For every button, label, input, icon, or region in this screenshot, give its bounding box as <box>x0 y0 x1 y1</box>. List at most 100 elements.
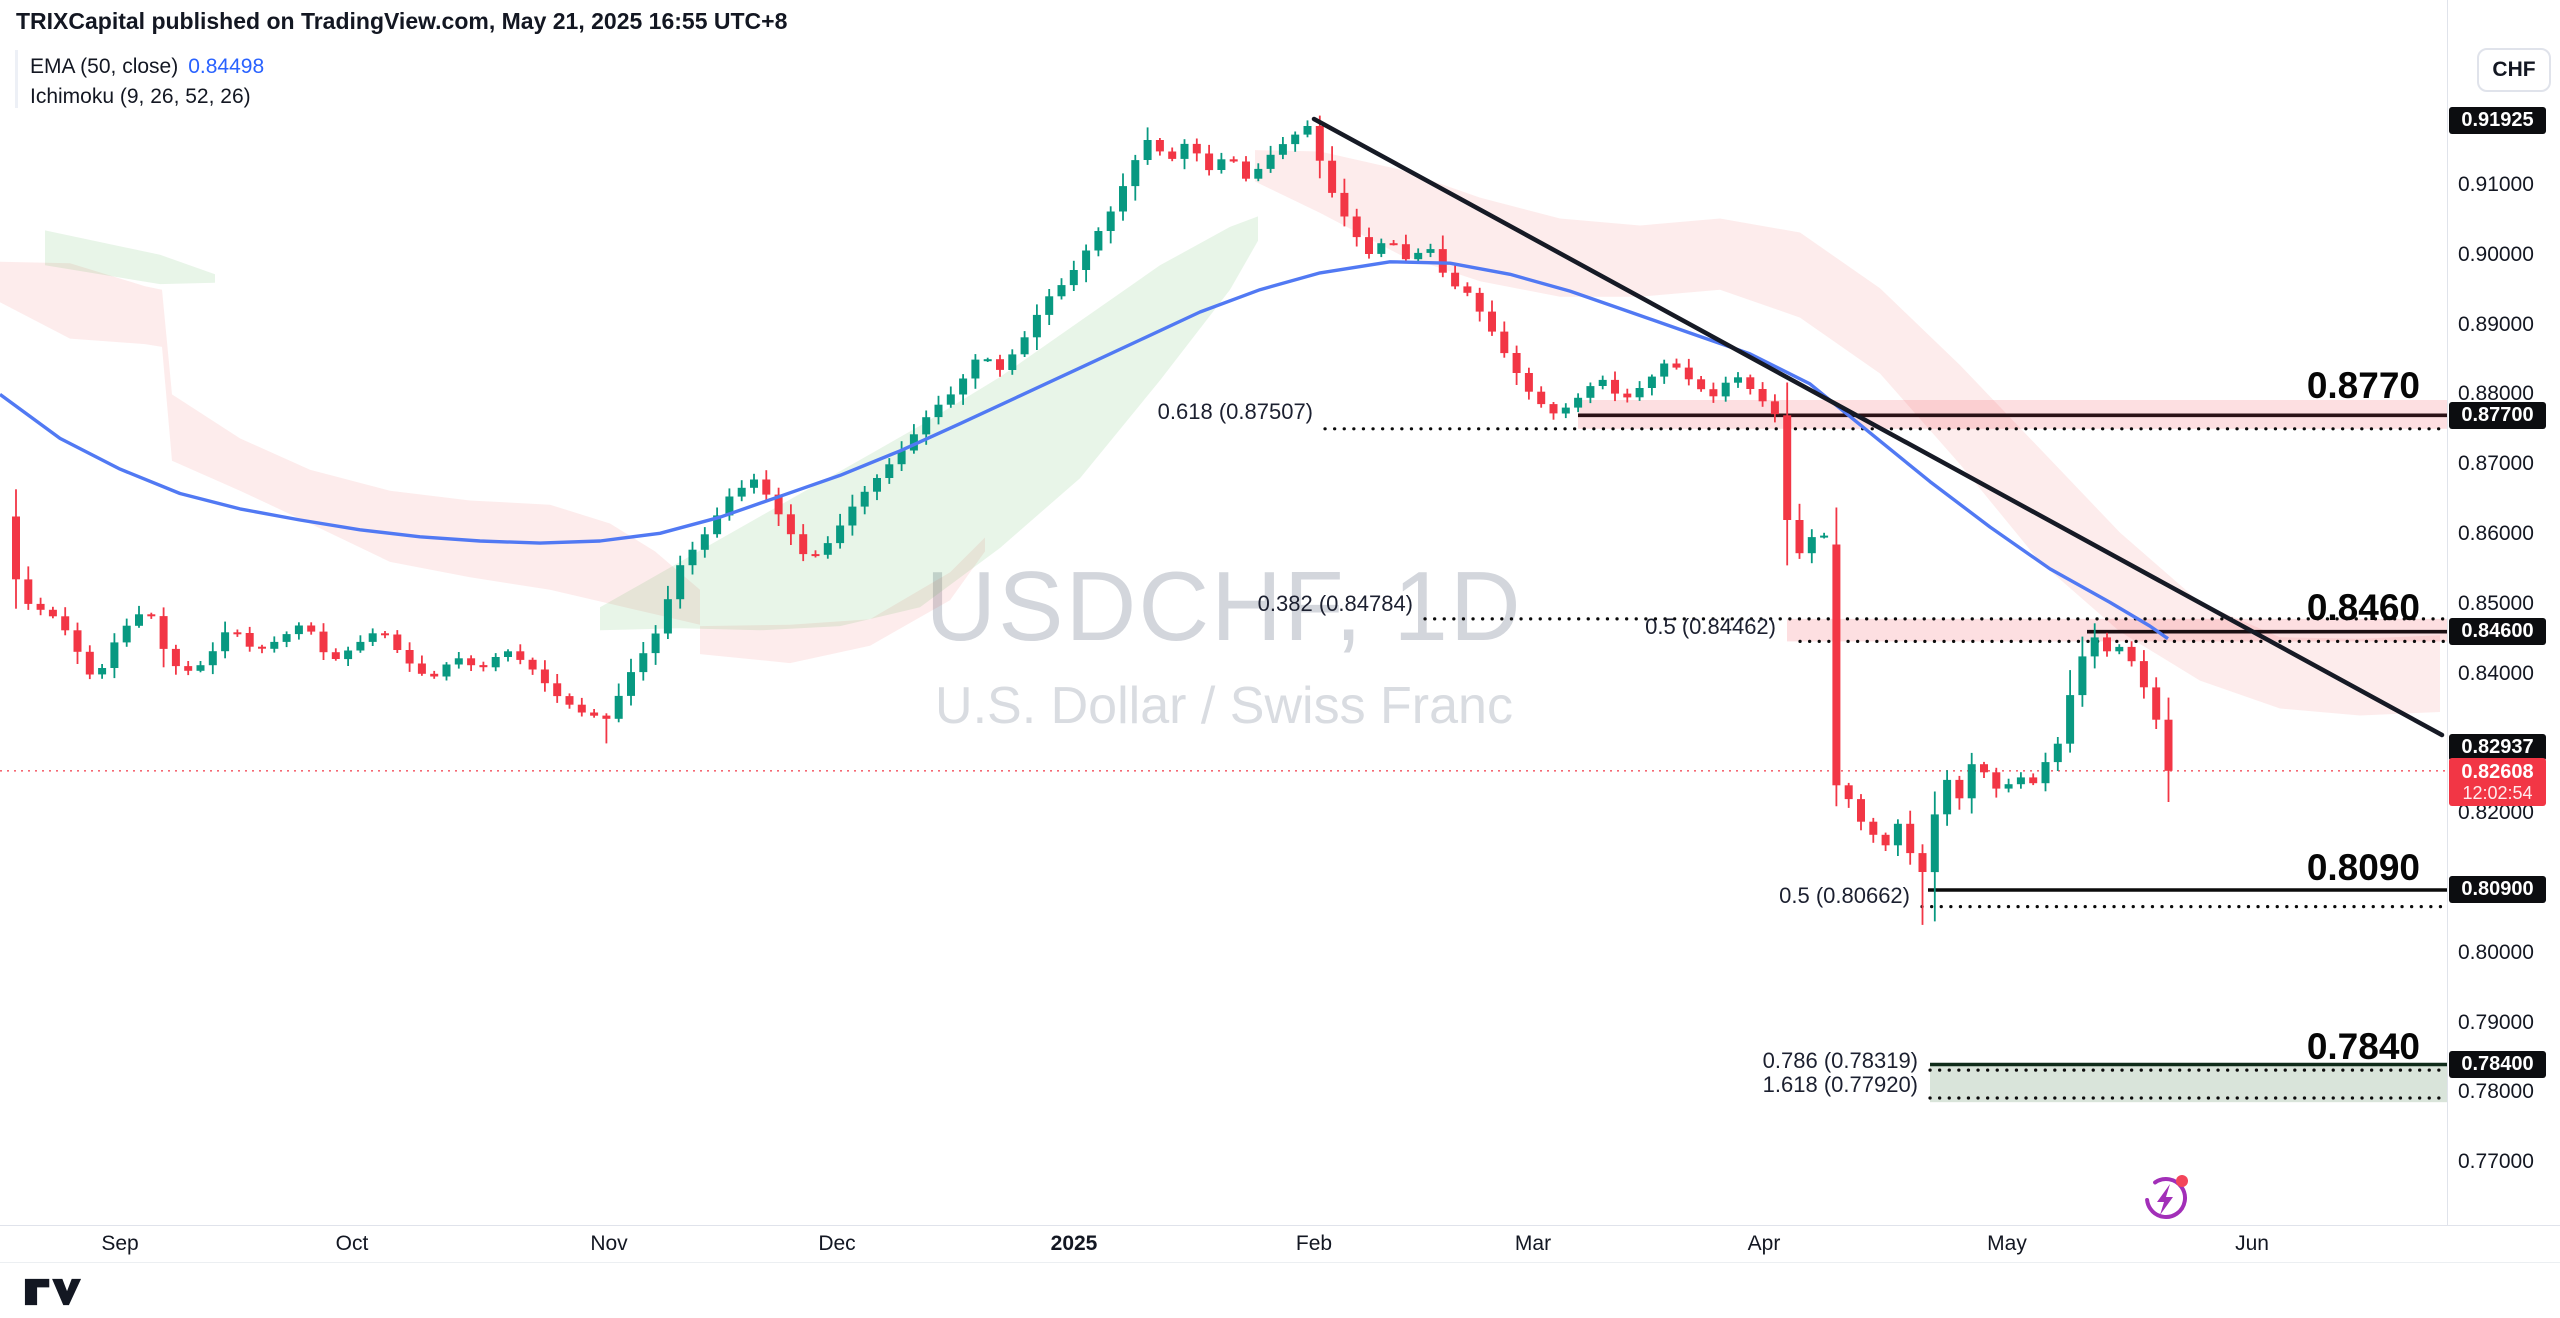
currency-button[interactable]: CHF <box>2477 48 2551 92</box>
candle-body <box>614 695 623 719</box>
tradingview-logo-icon[interactable] <box>24 1277 82 1307</box>
price-tick-label: 0.82000 <box>2458 801 2534 825</box>
candle-body <box>1598 379 1607 386</box>
candle-body <box>196 665 205 671</box>
candle-body <box>1930 814 1939 873</box>
candle-body <box>1943 779 1952 815</box>
candle-body <box>2090 637 2099 657</box>
price-tick-label: 0.87000 <box>2458 452 2534 476</box>
candle-body <box>2066 695 2075 744</box>
candle-body <box>1365 237 1373 254</box>
price-badge: 0.82937 <box>2449 734 2546 762</box>
footer-bar: TradingView <box>0 1263 2560 1318</box>
candle-body <box>1697 379 1706 390</box>
candle-body <box>786 514 795 535</box>
candle-body <box>1057 285 1066 297</box>
candle-body <box>454 658 463 665</box>
candle-body <box>2016 777 2025 785</box>
candle-body <box>1721 382 1730 397</box>
candle-body <box>1869 821 1878 835</box>
candle-body <box>1045 296 1054 315</box>
candle-body <box>848 506 857 526</box>
candle-body <box>1094 231 1103 251</box>
candle-body <box>1672 363 1681 368</box>
candle-body <box>1611 379 1619 394</box>
footer-separator <box>0 1262 2560 1263</box>
time-axis-label: Sep <box>101 1232 139 1255</box>
lightning-magic-icon[interactable] <box>2140 1171 2196 1227</box>
descending-trendline[interactable] <box>1311 116 2445 738</box>
price-badge: 0.80900 <box>2449 876 2546 904</box>
candle-body <box>1242 161 1250 179</box>
candle-body <box>897 450 906 465</box>
candle-body <box>971 359 980 379</box>
time-axis-label: Jun <box>2235 1232 2269 1255</box>
candle-body <box>1168 151 1177 159</box>
legend-accent-bar <box>15 50 18 108</box>
candle-body <box>1488 311 1496 332</box>
price-tick-label: 0.85000 <box>2458 591 2534 615</box>
candle-body <box>504 651 512 657</box>
time-axis-label: Feb <box>1295 1232 1333 1255</box>
candle-body <box>1131 160 1140 187</box>
ichimoku-legend-row[interactable]: Ichimoku (9, 26, 52, 26) <box>30 82 264 112</box>
candle-body <box>221 632 230 652</box>
candle-body <box>639 653 648 673</box>
candle-body <box>762 479 771 495</box>
price-badge: 0.91925 <box>2449 106 2546 134</box>
candle-body <box>282 634 291 642</box>
candle-body <box>1746 377 1755 389</box>
last-price-badge: 0.82608 12:02:54 <box>2449 757 2546 806</box>
candle-body <box>1795 520 1804 554</box>
candle-body <box>627 672 635 696</box>
key-level-price-label: 0.8090 <box>2306 847 2420 888</box>
candle-body <box>98 668 107 675</box>
candle-body <box>24 579 33 604</box>
candle-body <box>1451 272 1460 287</box>
candle-body <box>1660 363 1669 377</box>
fib-retracement-label: 1.618 (0.77920) <box>1762 1072 1918 1097</box>
candle-body <box>12 516 20 580</box>
ichimoku-cloud-bearish <box>0 261 700 625</box>
candle-body <box>946 394 955 405</box>
candle-body <box>713 515 722 535</box>
ema50-line[interactable] <box>0 260 2169 641</box>
candle-body <box>1857 799 1865 822</box>
candle-body <box>258 646 266 649</box>
candle-body <box>1266 154 1275 169</box>
candle-body <box>85 651 94 675</box>
candle-body <box>1229 159 1238 162</box>
ema-legend-row[interactable]: EMA (50, close) 0.84498 <box>30 52 264 82</box>
price-tick-label: 0.89000 <box>2458 312 2534 336</box>
candle-body <box>516 651 525 660</box>
key-level-price-label: 0.8770 <box>2306 365 2420 406</box>
time-axis-label: Mar <box>1514 1232 1552 1255</box>
candle-body <box>110 642 119 668</box>
candle-body <box>233 632 242 635</box>
candle-body <box>368 633 377 642</box>
candle-body <box>1500 331 1509 354</box>
candle-body <box>651 633 660 654</box>
candle-body <box>479 665 488 668</box>
candle-body <box>2004 784 2013 789</box>
candle-body <box>171 648 180 667</box>
time-axis-label: Oct <box>335 1232 369 1255</box>
candle-body <box>442 664 451 677</box>
candle-body <box>823 543 832 555</box>
fib-retracement-label: 0.618 (0.87507) <box>1157 399 1313 424</box>
candle-body <box>270 641 279 649</box>
indicator-legend: EMA (50, close) 0.84498 Ichimoku (9, 26, … <box>30 52 264 112</box>
notification-dot <box>2176 1175 2188 1187</box>
candle-body <box>1020 337 1029 355</box>
candle-body <box>1389 243 1398 246</box>
candle-body <box>2053 743 2062 763</box>
ema-legend-label: EMA (50, close) <box>30 55 179 78</box>
price-tick-label: 0.79000 <box>2458 1010 2534 1034</box>
candle-body <box>1426 249 1435 253</box>
candle-body <box>147 614 156 617</box>
candle-body <box>1893 823 1902 846</box>
price-tick-label: 0.88000 <box>2458 382 2534 406</box>
candle-body <box>1635 388 1644 398</box>
price-tick-label: 0.80000 <box>2458 940 2534 964</box>
